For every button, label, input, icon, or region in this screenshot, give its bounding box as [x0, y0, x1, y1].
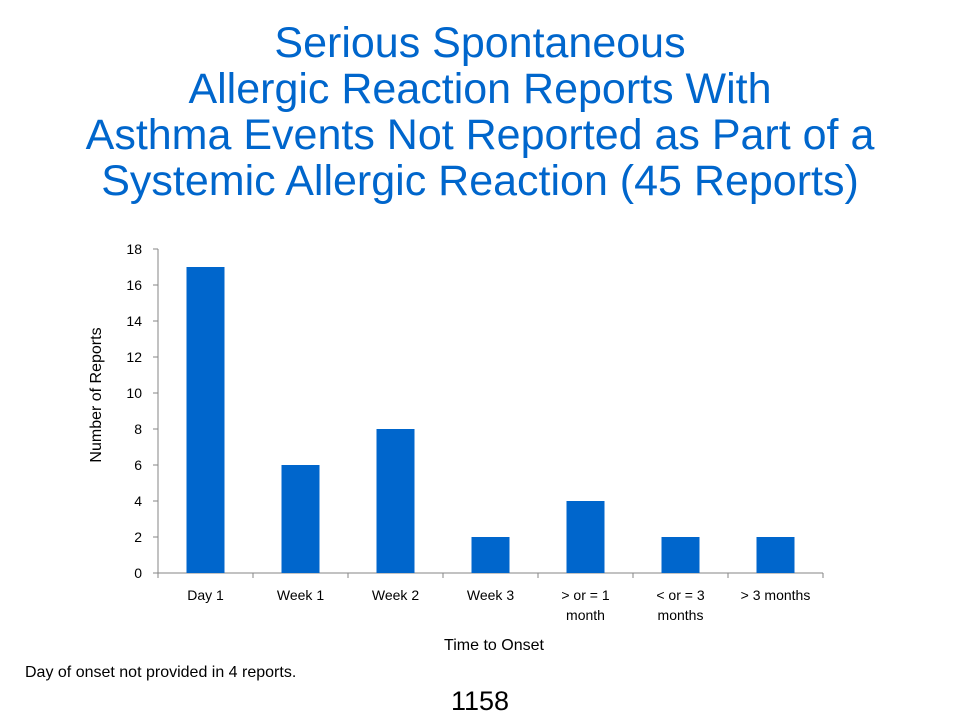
- slide-title: Serious Spontaneous Allergic Reaction Re…: [0, 20, 960, 204]
- x-axis-title: Time to Onset: [444, 637, 544, 654]
- x-tick-label: months: [658, 607, 704, 623]
- y-tick-label: 18: [126, 241, 142, 257]
- x-tick-label: month: [566, 607, 605, 623]
- x-tick-label: < or = 3: [656, 587, 704, 603]
- bar: [186, 267, 225, 573]
- bar: [661, 537, 700, 573]
- x-tick-label: > or = 1: [561, 587, 609, 603]
- title-line-2: Allergic Reaction Reports With: [188, 65, 772, 113]
- title-line-1: Serious Spontaneous: [274, 19, 686, 67]
- bar: [471, 537, 510, 573]
- x-tick-label: Week 3: [467, 587, 514, 603]
- bars: [186, 267, 795, 573]
- y-tick-label: 14: [126, 313, 142, 329]
- y-tick-label: 12: [126, 349, 142, 365]
- bar: [566, 501, 605, 573]
- y-tick-label: 16: [126, 277, 142, 293]
- y-tick-label: 0: [134, 565, 142, 581]
- bar: [281, 465, 320, 573]
- y-tick-label: 4: [134, 493, 142, 509]
- y-tick-label: 6: [134, 457, 142, 473]
- x-axis: Day 1 Week 1 Week 2 Week 3 > or = 1 month < or…: [157, 572, 824, 623]
- x-tick-label: Week 2: [372, 587, 419, 603]
- page-number: 1158: [450, 686, 510, 716]
- footnote: Day of onset not provided in 4 reports.: [25, 664, 297, 681]
- title-line-3: Asthma Events Not Reported as Part of a: [85, 111, 875, 159]
- y-tick-label: 10: [126, 385, 142, 401]
- title-line-4: Systemic Allergic Reaction (45 Reports): [101, 157, 859, 205]
- y-tick-label: 8: [134, 421, 142, 437]
- y-axis-title: Number of Reports: [88, 327, 105, 462]
- bar: [376, 429, 415, 573]
- x-tick-label: Week 1: [277, 587, 324, 603]
- x-tick-label: Day 1: [187, 587, 224, 603]
- x-tick-label: > 3 months: [741, 587, 811, 603]
- y-tick-label: 2: [134, 529, 142, 545]
- bar: [756, 537, 795, 573]
- y-axis: 0 2 4 6 8 10 12 14 16 18: [126, 241, 159, 581]
